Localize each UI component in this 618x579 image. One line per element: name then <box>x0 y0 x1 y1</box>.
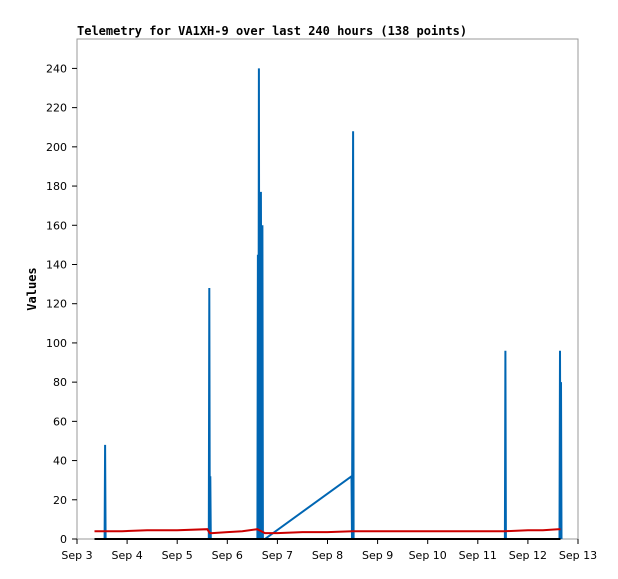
y-tick-label: 140 <box>46 258 67 271</box>
y-tick-label: 20 <box>53 494 67 507</box>
x-tick-label: Sep 6 <box>212 549 243 562</box>
y-tick-label: 180 <box>46 180 67 193</box>
y-axis-label: Values <box>25 267 39 310</box>
series-layer <box>94 68 563 540</box>
x-tick-label: Sep 5 <box>162 549 193 562</box>
x-tick-label: Sep 8 <box>312 549 343 562</box>
x-tick-label: Sep 12 <box>509 549 547 562</box>
x-tick-label: Sep 9 <box>362 549 393 562</box>
chart-title: Telemetry for VA1XH-9 over last 240 hour… <box>77 24 467 38</box>
y-tick-label: 60 <box>53 415 67 428</box>
y-tick-label: 0 <box>60 533 67 546</box>
y-tick-label: 200 <box>46 141 67 154</box>
axes-layer: 0 20 40 60 80 100 120 140 160 180 200 220 240 Sep 3 Se… <box>46 62 597 562</box>
x-tick-label: Sep 13 <box>559 549 597 562</box>
y-tick-label: 80 <box>53 376 67 389</box>
x-tick-label: Sep 10 <box>409 549 447 562</box>
y-tick-label: 160 <box>46 219 67 232</box>
y-tick-label: 220 <box>46 102 67 115</box>
series-line-1 <box>103 68 563 540</box>
y-tick-label: 120 <box>46 298 67 311</box>
x-tick-label: Sep 4 <box>111 549 142 562</box>
plot-frame <box>76 38 579 540</box>
y-tick-label: 100 <box>46 337 67 350</box>
x-tick-label: Sep 11 <box>459 549 497 562</box>
y-tick-label: 40 <box>53 455 67 468</box>
series-line-2 <box>94 528 561 535</box>
y-tick-label: 240 <box>46 62 67 75</box>
x-tick-label: Sep 3 <box>61 549 92 562</box>
x-tick-label: Sep 7 <box>262 549 293 562</box>
